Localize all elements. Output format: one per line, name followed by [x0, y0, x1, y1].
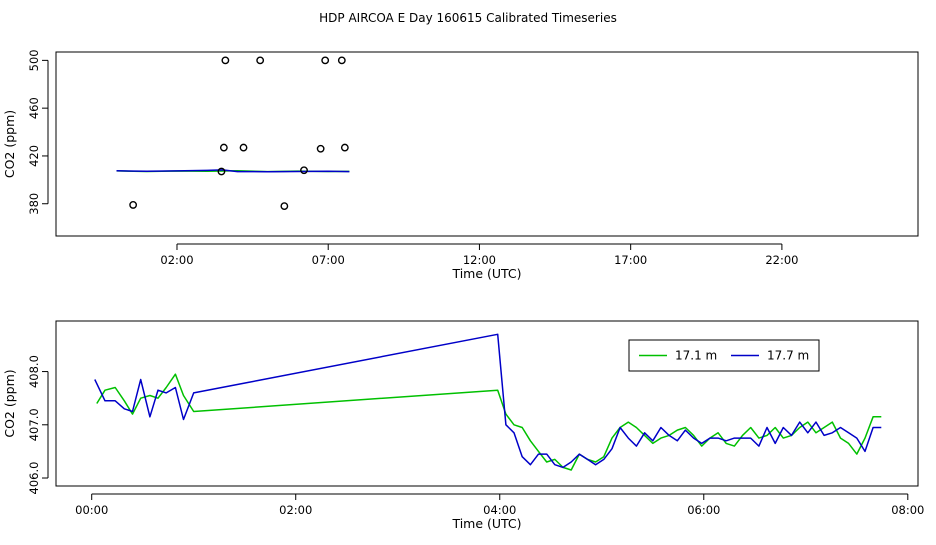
series-line-green — [96, 373, 882, 471]
x-tick-label: 08:00 — [891, 503, 924, 517]
x-tick-label: 12:00 — [463, 253, 496, 267]
x-tick-label: 02:00 — [279, 503, 312, 517]
x-tick-label: 04:00 — [483, 503, 516, 517]
x-tick-label: 06:00 — [687, 503, 720, 517]
legend-label: 17.1 m — [675, 349, 717, 363]
data-point — [337, 56, 346, 65]
legend: 17.1 m 17.7 m — [628, 339, 820, 372]
y-tick-label: 406.0 — [27, 462, 41, 495]
x-tick-label: 07:00 — [312, 253, 345, 267]
data-point — [280, 202, 289, 211]
y-tick-label: 408.0 — [27, 355, 41, 388]
top-panel: 02:00 07:00 12:00 17:00 22:00 380 420 460 500 Tim… — [2, 49, 919, 281]
data-point — [321, 56, 330, 65]
data-point — [316, 144, 325, 153]
x-axis-label: Time (UTC) — [451, 266, 521, 281]
legend-label: 17.7 m — [767, 349, 809, 363]
data-point — [239, 143, 248, 152]
series-line-blue — [116, 169, 350, 173]
figure-title: HDP AIRCOA E Day 160615 Calibrated Times… — [319, 11, 617, 25]
x-tick-label: 22:00 — [765, 253, 798, 267]
bottom-panel: 00:00 02:00 04:00 06:00 08:00 406.0 407.0 408.0… — [2, 320, 924, 531]
plot-frame — [55, 51, 919, 237]
y-axis-label: CO2 (ppm) — [2, 369, 17, 437]
data-point — [129, 201, 138, 209]
y-axis-label: CO2 (ppm) — [2, 110, 17, 178]
x-axis-label: Time (UTC) — [451, 516, 521, 531]
data-point — [340, 143, 349, 152]
y-tick-label: 407.0 — [27, 408, 41, 441]
y-tick-label: 500 — [27, 49, 41, 71]
data-point — [256, 56, 265, 65]
x-tick-label: 02:00 — [160, 253, 193, 267]
x-tick-label: 17:00 — [614, 253, 647, 267]
data-point — [219, 143, 228, 152]
data-point — [221, 56, 230, 65]
x-tick-label: 00:00 — [75, 503, 108, 517]
y-tick-label: 420 — [27, 145, 41, 167]
data-point — [217, 167, 226, 176]
y-tick-label: 460 — [27, 97, 41, 119]
plot-frame — [55, 320, 919, 487]
series-line-blue — [94, 333, 882, 469]
data-point — [300, 166, 308, 175]
y-tick-label: 380 — [27, 193, 41, 215]
